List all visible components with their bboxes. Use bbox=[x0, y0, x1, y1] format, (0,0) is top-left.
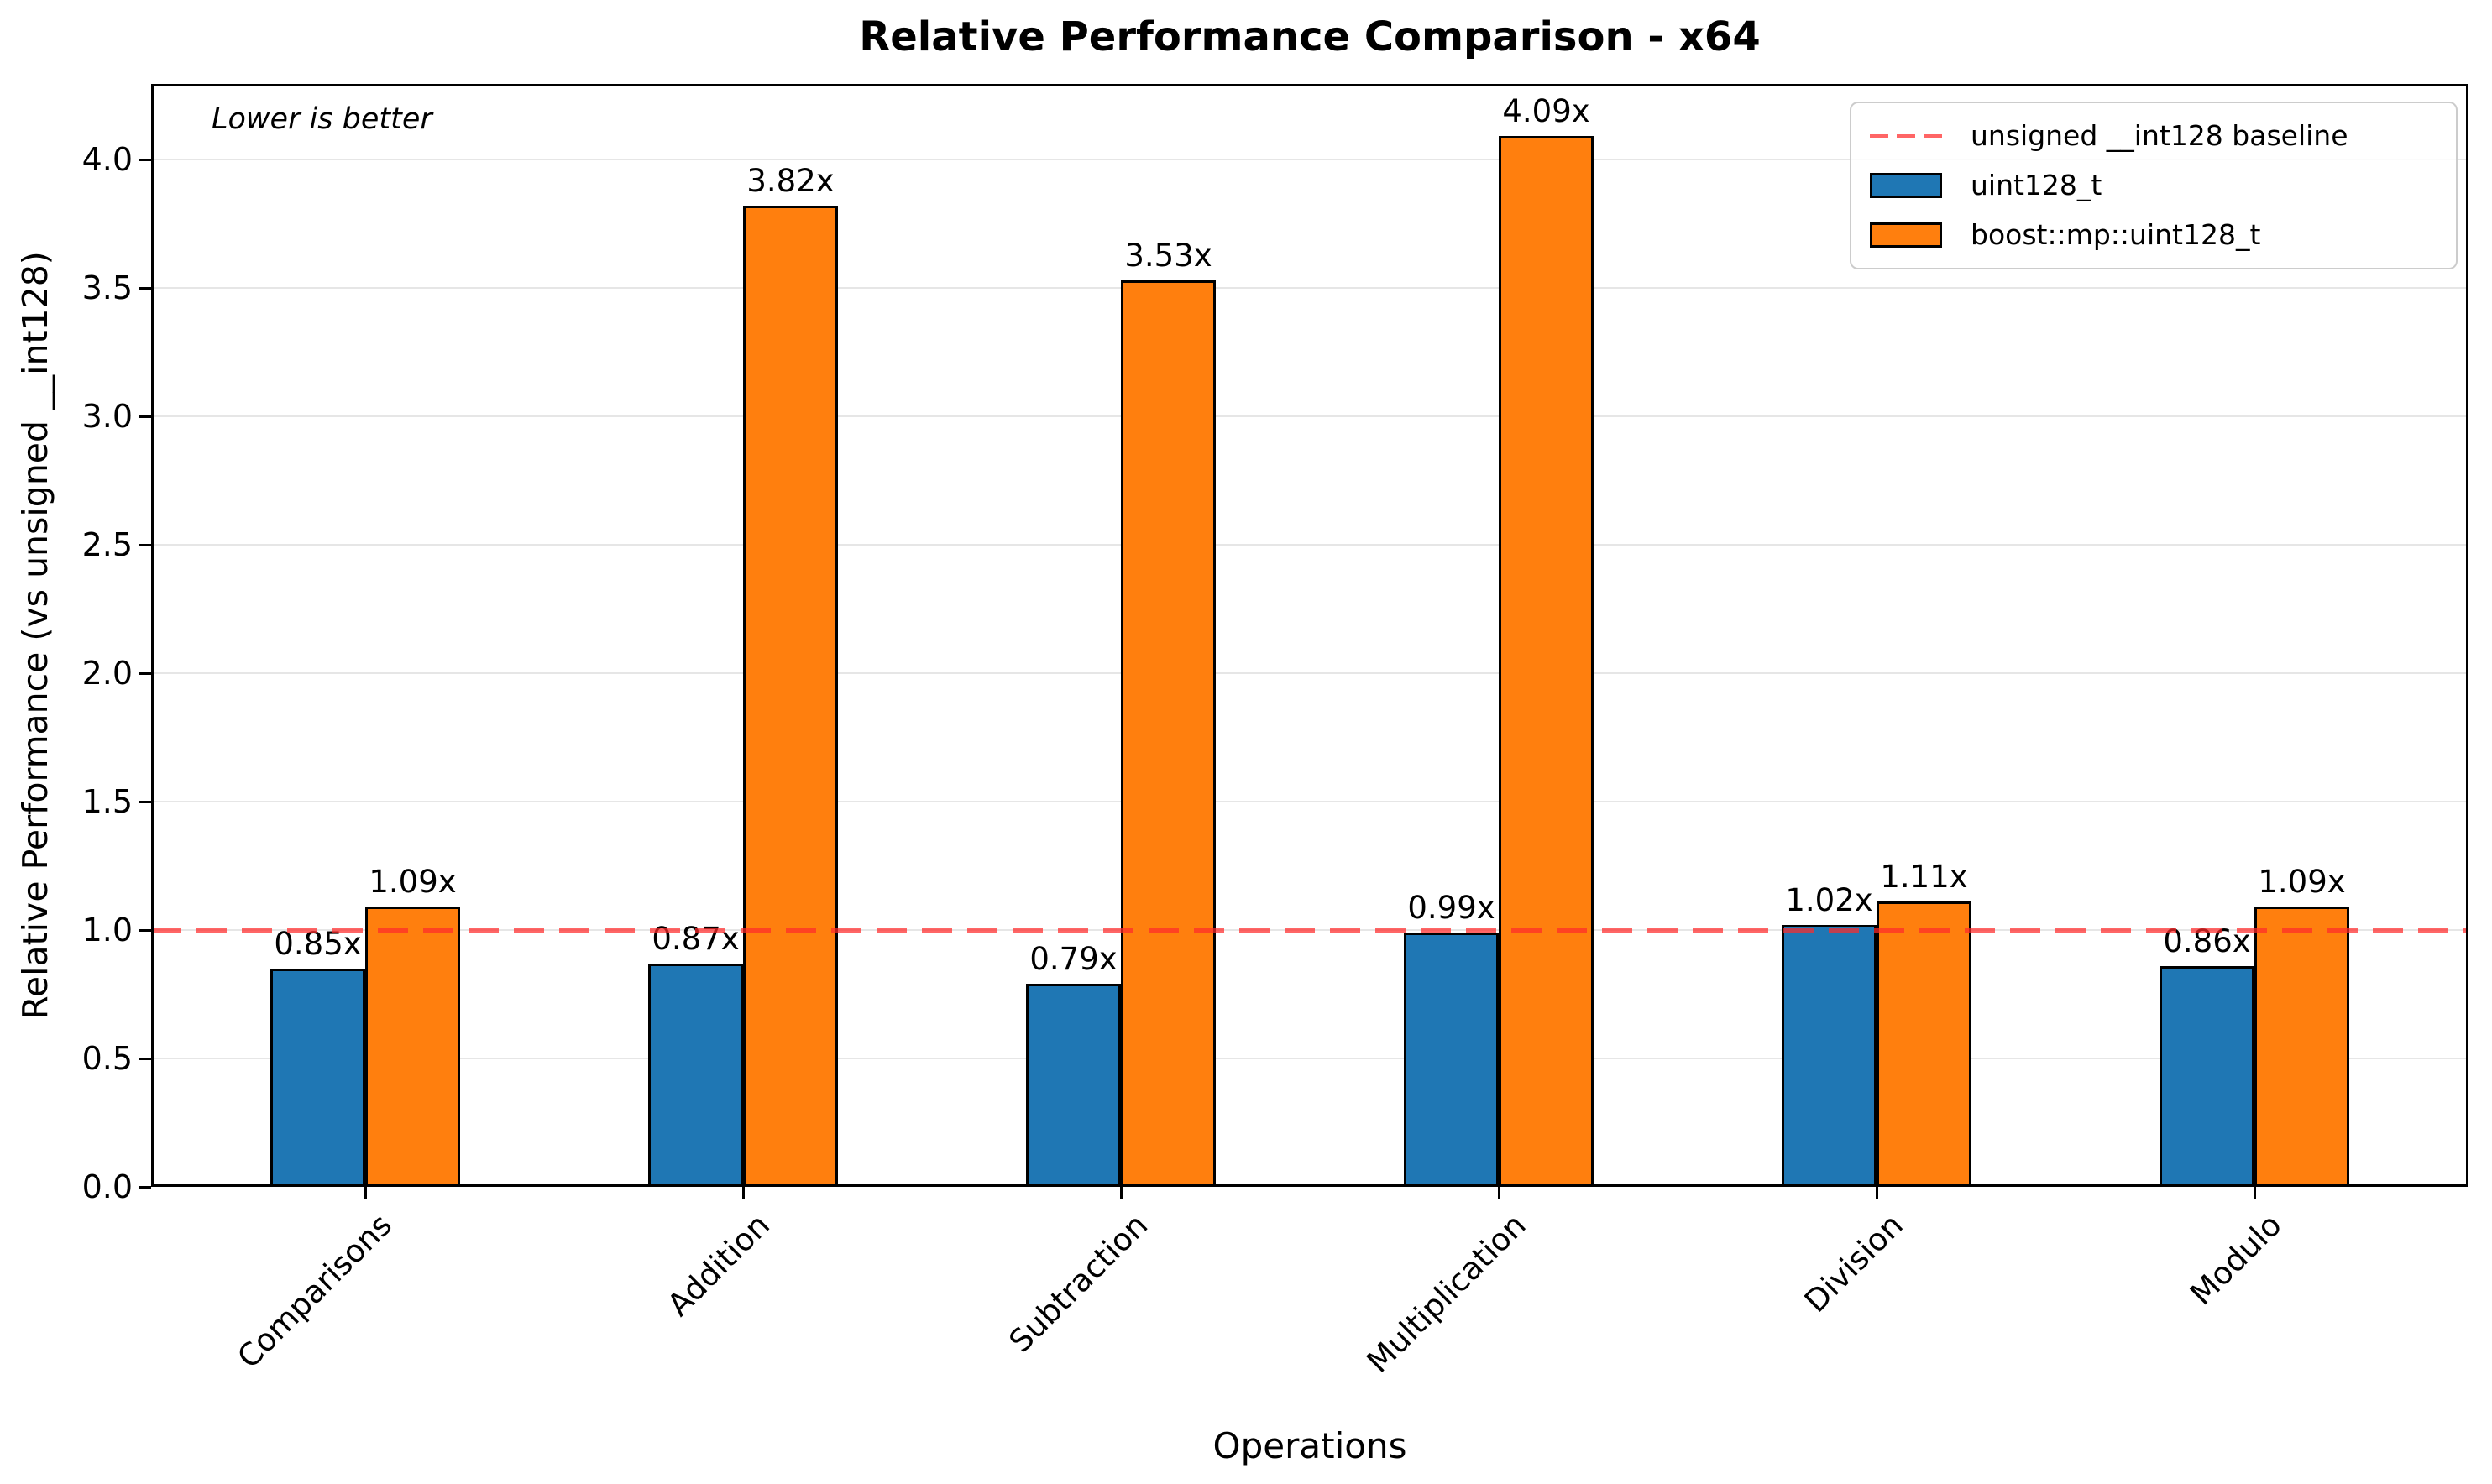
bar-uint128_t-Modulo bbox=[2160, 965, 2254, 1187]
bar-uint128_t-Addition bbox=[648, 963, 743, 1187]
y-axis-label: Relative Performance (vs unsigned __int1… bbox=[15, 251, 55, 1020]
y-tick-mark bbox=[139, 671, 151, 675]
x-tick-label-Modulo: Modulo bbox=[2182, 1206, 2289, 1313]
bar-boost::mp::uint128_t-Multiplication bbox=[1499, 136, 1594, 1187]
bar-boost::mp::uint128_t-Addition bbox=[743, 206, 838, 1187]
bar-value-label: 3.53x bbox=[1124, 237, 1212, 274]
gridline bbox=[151, 415, 2468, 417]
chart-title: Relative Performance Comparison - x64 bbox=[859, 13, 1761, 60]
y-tick-mark bbox=[139, 415, 151, 418]
bar-boost::mp::uint128_t-Division bbox=[1877, 901, 1971, 1187]
gridline bbox=[151, 159, 2468, 160]
bar-boost::mp::uint128_t-Comparisons bbox=[365, 907, 460, 1187]
lower-is-better-annotation: Lower is better bbox=[212, 102, 432, 136]
bar-value-label: 0.85x bbox=[274, 925, 362, 962]
bar-boost::mp::uint128_t-Modulo bbox=[2254, 907, 2349, 1187]
bar-value-label: 3.82x bbox=[746, 163, 835, 200]
bar-value-label: 0.87x bbox=[652, 920, 740, 957]
gridline bbox=[151, 672, 2468, 674]
x-tick-label-Multiplication: Multiplication bbox=[1359, 1206, 1533, 1380]
bar-value-label: 1.09x bbox=[2258, 864, 2346, 901]
bar-uint128_t-Comparisons bbox=[270, 968, 365, 1187]
y-tick-label: 0.5 bbox=[81, 1040, 133, 1077]
y-tick-label: 2.0 bbox=[81, 655, 133, 692]
y-tick-label: 3.5 bbox=[81, 269, 133, 306]
y-tick-mark bbox=[139, 1057, 151, 1060]
bar-uint128_t-Division bbox=[1782, 924, 1877, 1187]
x-tick-label-Comparisons: Comparisons bbox=[230, 1206, 400, 1376]
y-tick-label: 1.5 bbox=[81, 783, 133, 820]
y-tick-mark bbox=[139, 543, 151, 546]
series-1-swatch-icon bbox=[1870, 222, 1942, 248]
baseline-dash-icon bbox=[1870, 133, 1942, 138]
x-tick-mark bbox=[364, 1187, 367, 1199]
bar-value-label: 0.79x bbox=[1029, 941, 1118, 978]
bar-value-label: 0.99x bbox=[1407, 890, 1495, 927]
legend-label-series-0: uint128_t bbox=[1971, 168, 2102, 201]
y-tick-mark bbox=[139, 286, 151, 290]
gridline bbox=[151, 287, 2468, 289]
x-tick-mark bbox=[2253, 1187, 2256, 1199]
bar-value-label: 4.09x bbox=[1502, 93, 1590, 130]
legend: unsigned __int128 baseline uint128_t boo… bbox=[1850, 102, 2458, 269]
gridline bbox=[151, 801, 2468, 802]
x-tick-mark bbox=[1119, 1187, 1123, 1199]
y-tick-mark bbox=[139, 928, 151, 932]
legend-row-series-0: uint128_t bbox=[1870, 170, 2437, 201]
x-axis-label: Operations bbox=[1212, 1425, 1407, 1466]
legend-label-series-1: boost::mp::uint128_t bbox=[1971, 217, 2261, 251]
y-tick-mark bbox=[139, 1185, 151, 1189]
y-tick-label: 4.0 bbox=[81, 141, 133, 178]
y-tick-mark bbox=[139, 158, 151, 161]
legend-label-baseline: unsigned __int128 baseline bbox=[1971, 119, 2348, 153]
bar-value-label: 1.02x bbox=[1785, 881, 1873, 918]
baseline-line bbox=[151, 928, 2468, 933]
bar-uint128_t-Multiplication bbox=[1404, 933, 1499, 1187]
series-0-swatch-icon bbox=[1870, 172, 1942, 198]
y-tick-label: 0.0 bbox=[81, 1168, 133, 1205]
x-tick-label-Division: Division bbox=[1798, 1206, 1911, 1319]
x-tick-mark bbox=[741, 1187, 745, 1199]
x-tick-mark bbox=[1497, 1187, 1500, 1199]
bar-value-label: 1.11x bbox=[1880, 859, 1968, 896]
legend-row-baseline: unsigned __int128 baseline bbox=[1870, 121, 2437, 151]
gridline bbox=[151, 544, 2468, 546]
legend-row-series-1: boost::mp::uint128_t bbox=[1870, 217, 2437, 251]
y-tick-label: 1.0 bbox=[81, 912, 133, 948]
y-tick-label: 3.0 bbox=[81, 398, 133, 435]
x-tick-label-Subtraction: Subtraction bbox=[1002, 1206, 1155, 1360]
bar-uint128_t-Subtraction bbox=[1026, 984, 1121, 1187]
x-tick-mark bbox=[1875, 1187, 1878, 1199]
y-tick-label: 2.5 bbox=[81, 526, 133, 563]
bar-value-label: 1.09x bbox=[369, 864, 457, 901]
bar-boost::mp::uint128_t-Subtraction bbox=[1121, 280, 1216, 1187]
gridline bbox=[151, 1058, 2468, 1059]
x-tick-label-Addition: Addition bbox=[660, 1206, 777, 1324]
y-tick-mark bbox=[139, 800, 151, 803]
